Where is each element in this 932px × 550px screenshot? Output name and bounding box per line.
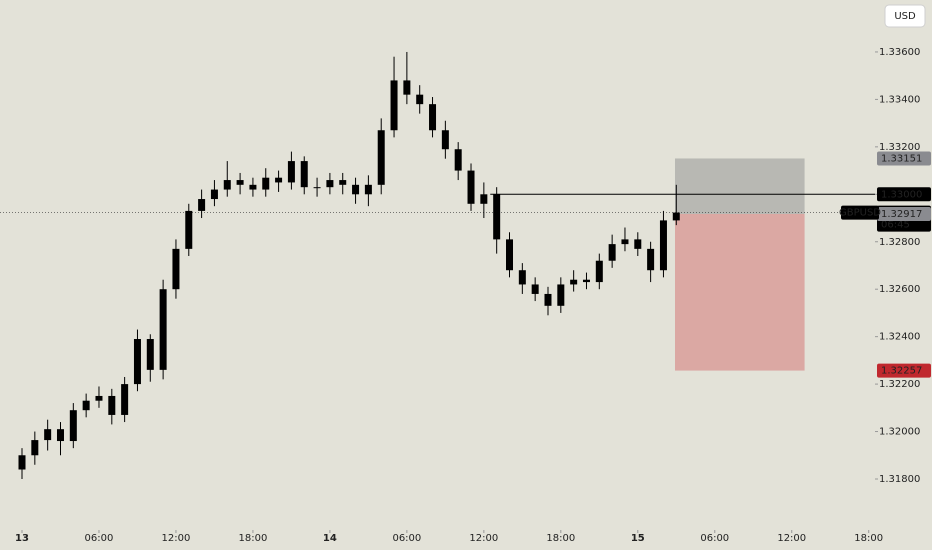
x-tick-label: 12:00 xyxy=(162,533,191,544)
horizontal-line-label: 1.33000 xyxy=(881,189,922,200)
candle-body xyxy=(44,429,52,441)
x-tick-label: 18:00 xyxy=(854,533,883,544)
candle-body xyxy=(108,395,116,415)
candle-body xyxy=(506,239,514,271)
x-tick-label: 18:00 xyxy=(239,533,268,544)
x-tick-label: 18:00 xyxy=(546,533,575,544)
y-tick-label: 1.33200 xyxy=(879,142,920,153)
symbol-box xyxy=(841,205,879,220)
candle-body xyxy=(69,410,77,442)
candle-body xyxy=(236,180,244,185)
x-tick-label: 15 xyxy=(631,533,645,544)
upper-label-box xyxy=(877,151,931,166)
candle-body xyxy=(31,440,39,456)
x-tick-label: 14 xyxy=(323,533,337,544)
currency-label: USD xyxy=(894,11,916,22)
candle-body xyxy=(159,289,167,370)
candle-body xyxy=(287,161,295,183)
candle-body xyxy=(454,149,462,171)
y-tick-label: 1.33400 xyxy=(879,94,920,105)
candle-body xyxy=(621,239,629,245)
candle-body xyxy=(364,184,372,195)
candle-body xyxy=(608,244,616,261)
countdown: 06:45 xyxy=(881,220,910,231)
y-tick-label: 1.32400 xyxy=(879,332,920,343)
candle-body xyxy=(249,184,257,190)
y-tick-label: 1.32200 xyxy=(879,379,920,390)
candle-body xyxy=(659,220,667,271)
candle-body xyxy=(672,212,680,221)
candle-body xyxy=(570,279,578,285)
candle-body xyxy=(300,161,308,188)
candle-body xyxy=(18,455,26,470)
y-tick-label: 1.32800 xyxy=(879,237,920,248)
candle-body xyxy=(185,210,193,249)
candle-body xyxy=(95,395,103,401)
x-tick-label: 13 xyxy=(15,533,29,544)
candle-body xyxy=(480,194,488,204)
candle-body xyxy=(262,177,270,190)
candle-body xyxy=(223,180,231,190)
candle-body xyxy=(326,180,334,188)
candle-body xyxy=(441,130,449,150)
y-tick-label: 1.33600 xyxy=(879,47,920,58)
candle-body xyxy=(544,293,552,306)
position-upper-zone xyxy=(674,158,805,214)
candle-body xyxy=(133,339,141,385)
candle-body xyxy=(429,104,437,131)
candle-body xyxy=(493,194,501,240)
entry-label: 1.32917 xyxy=(881,209,922,220)
candle-body xyxy=(467,170,475,204)
candle-body xyxy=(56,429,64,442)
lower-label: 1.32257 xyxy=(881,366,922,377)
x-tick-label: 06:00 xyxy=(700,533,729,544)
candle-body xyxy=(595,260,603,283)
candle-body xyxy=(172,248,180,290)
candle-body xyxy=(82,400,90,411)
currency-button[interactable] xyxy=(884,4,926,28)
candle-body xyxy=(210,189,218,200)
y-tick-label: 1.31800 xyxy=(879,474,920,485)
candle-body xyxy=(647,248,655,271)
candle-body xyxy=(313,187,321,189)
candle-body xyxy=(352,184,360,195)
candle-body xyxy=(518,270,526,285)
upper-label: 1.33151 xyxy=(881,153,922,164)
candle-body xyxy=(634,239,642,249)
candle-body xyxy=(275,177,283,183)
entry-label-box xyxy=(877,206,931,221)
horizontal-line-label-box xyxy=(877,187,931,202)
position-lower-zone xyxy=(674,213,805,371)
candle-body xyxy=(377,130,385,185)
candle-body xyxy=(146,339,154,370)
candle-body xyxy=(582,279,590,283)
candle-body xyxy=(121,384,129,415)
candle-body xyxy=(403,80,411,95)
y-tick-label: 1.32600 xyxy=(879,284,920,295)
candle-body xyxy=(390,80,398,131)
candle-body xyxy=(416,94,424,105)
x-tick-label: 06:00 xyxy=(392,533,421,544)
lower-label-box xyxy=(877,363,931,378)
x-tick-label: 12:00 xyxy=(777,533,806,544)
candle-body xyxy=(531,284,539,294)
candle-body xyxy=(198,199,206,211)
candle-body xyxy=(339,180,347,185)
candle-body xyxy=(557,284,565,306)
y-tick-label: 1.32000 xyxy=(879,427,920,438)
x-tick-label: 12:00 xyxy=(469,533,498,544)
symbol-label: GBPUSD xyxy=(839,208,881,219)
x-tick-label: 06:00 xyxy=(85,533,114,544)
